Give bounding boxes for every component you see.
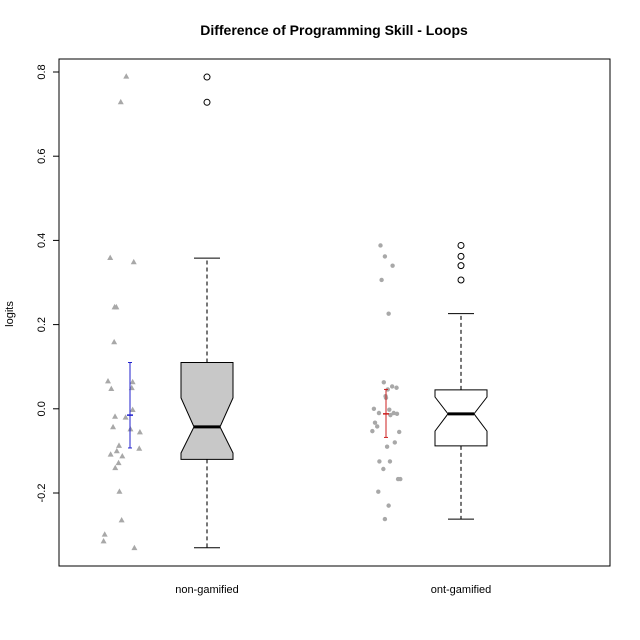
data-point (381, 380, 386, 385)
data-point (122, 414, 129, 420)
box (180, 361, 234, 460)
y-axis: -0.2 0.0 0.2 0.4 0.6 0.8 (36, 64, 60, 503)
data-point (386, 311, 391, 316)
data-point (397, 429, 402, 435)
outlier-point (457, 241, 465, 249)
data-point (112, 464, 119, 471)
data-point (115, 459, 122, 466)
y-tick-label: 0.0 (36, 401, 48, 416)
y-tick-label: 0.6 (36, 149, 48, 164)
data-point (390, 263, 395, 268)
data-point (105, 378, 111, 384)
data-point (116, 488, 123, 494)
data-point (119, 452, 126, 459)
data-point (129, 406, 136, 413)
data-point (107, 451, 114, 457)
data-point (370, 428, 375, 434)
data-point (387, 407, 392, 412)
group-non-gamified (100, 73, 234, 551)
data-point (386, 503, 391, 508)
outlier-point (457, 262, 465, 270)
y-tick-label: 0.2 (36, 317, 48, 332)
data-point (108, 385, 115, 391)
data-point (389, 384, 395, 389)
data-point (378, 243, 383, 248)
data-point (100, 537, 107, 544)
y-tick-label: -0.2 (36, 484, 48, 503)
chart-title: Difference of Programming Skill - Loops (200, 22, 468, 38)
data-point (379, 277, 384, 283)
data-point (111, 338, 118, 345)
data-point (376, 410, 382, 416)
data-point (101, 531, 108, 537)
box (434, 389, 488, 447)
data-point (381, 466, 386, 472)
data-point (372, 420, 378, 425)
data-point (371, 406, 377, 411)
data-point (377, 459, 382, 464)
data-point (394, 411, 400, 417)
outlier-point (457, 252, 465, 260)
plot-area (100, 73, 488, 551)
data-point (118, 516, 125, 523)
data-point (113, 303, 120, 310)
data-point (387, 459, 393, 464)
data-point (391, 410, 396, 416)
data-point (129, 378, 136, 385)
data-point (116, 442, 122, 448)
data-point (384, 444, 390, 449)
x-axis: non-gamified ont-gamified (175, 584, 491, 596)
data-point (112, 413, 119, 419)
data-point (136, 428, 143, 435)
y-tick-label: 0.8 (36, 64, 48, 79)
data-point (113, 447, 120, 454)
data-point (394, 385, 399, 390)
data-point (123, 73, 130, 79)
data-point (130, 258, 137, 265)
data-point (382, 516, 388, 522)
outlier-point (203, 73, 211, 81)
data-point (392, 440, 397, 445)
outlier-point (203, 98, 211, 106)
data-point (117, 98, 124, 105)
data-point (107, 254, 114, 261)
data-point (388, 412, 393, 418)
data-point (131, 544, 138, 551)
data-point (376, 489, 381, 494)
data-point (382, 254, 388, 259)
data-point (375, 424, 380, 429)
x-tick-label: non-gamified (175, 584, 239, 596)
y-axis-label: logits (4, 301, 16, 327)
data-point (398, 476, 403, 482)
outlier-point (457, 276, 465, 284)
data-point (136, 445, 143, 451)
x-tick-label: ont-gamified (431, 584, 492, 596)
group-ont-gamified (370, 241, 488, 522)
plot-frame (58, 58, 611, 567)
data-point (110, 423, 117, 430)
y-tick-label: 0.4 (36, 233, 48, 248)
